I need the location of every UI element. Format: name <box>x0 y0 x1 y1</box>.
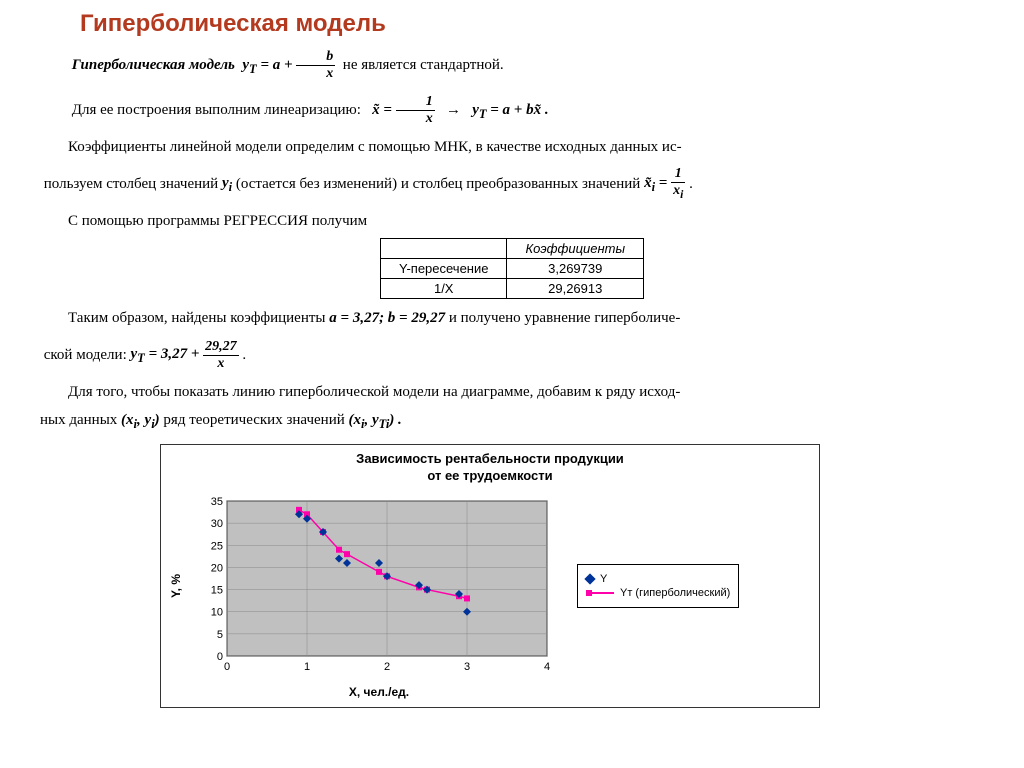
svg-text:10: 10 <box>211 606 223 618</box>
page-title: Гиперболическая модель <box>80 10 984 38</box>
para-2: Для ее построения выполним линеаризацию:… <box>40 91 984 130</box>
chart-plot: 0 5 10 15 20 25 30 35 0 1 2 3 4 <box>187 491 567 681</box>
chart-legend: Y Yт (гиперболический) <box>577 564 739 608</box>
para-7: Для того, чтобы показать линию гиперболи… <box>40 381 984 404</box>
svg-text:20: 20 <box>211 562 223 574</box>
svg-text:1: 1 <box>304 661 310 673</box>
svg-text:3: 3 <box>464 661 470 673</box>
svg-text:0: 0 <box>217 651 223 663</box>
chart-container: Зависимость рентабельности продукцииот е… <box>160 444 820 708</box>
para-8: ных данных (xi, yi) ряд теоретических зн… <box>40 409 984 434</box>
svg-text:30: 30 <box>211 518 223 530</box>
svg-text:25: 25 <box>211 540 223 552</box>
para-1: Гиперболическая модель yT = a + bx не яв… <box>40 46 984 85</box>
svg-text:0: 0 <box>224 661 230 673</box>
chart-xlabel: X, чел./ед. <box>169 685 589 699</box>
svg-text:5: 5 <box>217 628 223 640</box>
svg-text:4: 4 <box>544 661 550 673</box>
para-6: ской модели: yT = 3,27 + 29,27x . <box>40 336 984 375</box>
para-3b: пользуем столбец значений yi (остается б… <box>40 165 984 204</box>
para-4: С помощью программы РЕГРЕССИЯ получим <box>40 210 984 233</box>
svg-text:35: 35 <box>211 496 223 508</box>
svg-text:15: 15 <box>211 584 223 596</box>
chart-ylabel: Y, % <box>169 574 183 598</box>
para-3a: Коэффициенты линейной модели определим с… <box>40 136 984 159</box>
coeff-table: Коэффициенты Y-пересечение3,269739 1/X29… <box>380 238 644 299</box>
chart-title: Зависимость рентабельности продукцииот е… <box>169 451 811 485</box>
svg-text:2: 2 <box>384 661 390 673</box>
para-5: Таким образом, найдены коэффициенты a = … <box>40 307 984 330</box>
